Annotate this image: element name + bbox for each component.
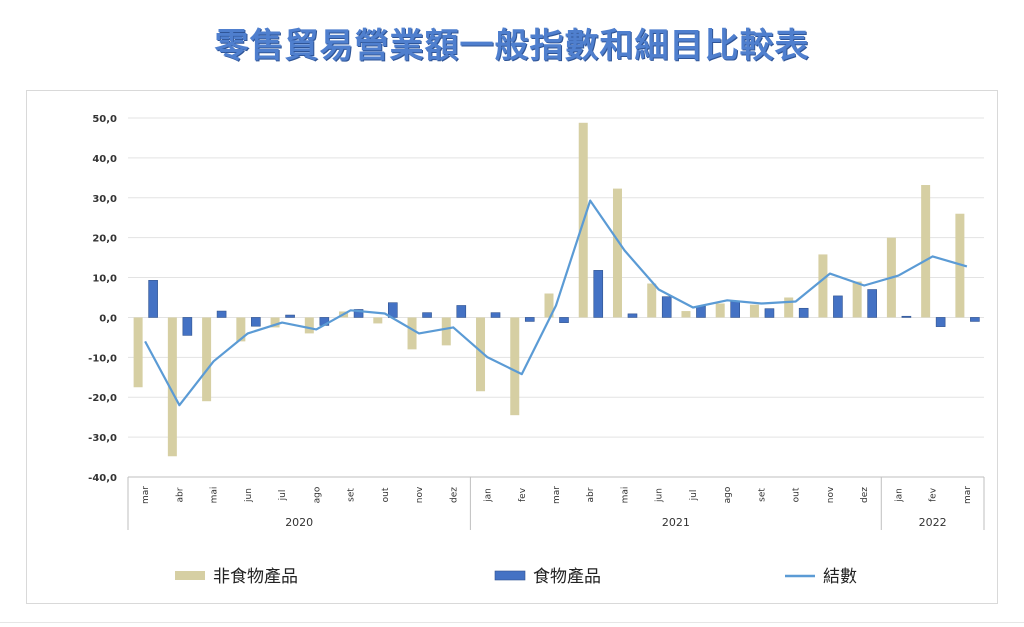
bar-food	[970, 317, 980, 322]
legend: 非食物產品 食物產品 結數	[175, 567, 857, 587]
bar-non-food	[202, 317, 212, 402]
bar-non-food	[921, 185, 931, 318]
year-label: 2020	[285, 516, 313, 529]
bar-food	[285, 314, 295, 318]
x-tick-label: abr	[175, 487, 185, 502]
bar-non-food	[476, 317, 486, 392]
x-tick-label: out	[381, 487, 391, 502]
x-tick-label: set	[757, 488, 767, 502]
bar-non-food	[715, 303, 725, 318]
bar-food	[182, 317, 193, 336]
bar-food	[490, 312, 501, 318]
bar-food	[730, 301, 741, 318]
x-tick-label: jul	[689, 490, 699, 502]
bar-food	[593, 270, 604, 318]
bar-non-food	[441, 317, 451, 346]
page-divider	[0, 622, 1024, 623]
bar-non-food	[681, 311, 691, 318]
legend-label: 非食物產品	[213, 567, 298, 587]
bar-food	[798, 307, 809, 318]
bar-food	[833, 295, 843, 318]
x-tick-label: fev	[929, 487, 939, 502]
bar-food	[696, 305, 706, 318]
bar-food	[764, 308, 775, 318]
y-tick-label: 0,0	[99, 313, 117, 324]
bar-non-food	[270, 317, 280, 328]
x-tick-label: nov	[415, 486, 425, 503]
line-series	[144, 199, 968, 407]
y-tick-label: 10,0	[92, 274, 117, 285]
x-tick-label: jun	[655, 488, 665, 503]
x-tick-label: mar	[552, 486, 562, 504]
y-tick-label: 20,0	[92, 234, 117, 245]
bar-non-food	[133, 317, 143, 388]
bar-food	[524, 317, 535, 322]
x-tick-label: dez	[449, 487, 459, 503]
x-tick-label: out	[792, 487, 802, 502]
bar-non-food	[818, 254, 828, 318]
x-tick-label: mai	[620, 487, 630, 504]
y-tick-label: -30,0	[88, 433, 117, 444]
x-tick-label: fev	[518, 487, 528, 502]
bar-food	[867, 289, 877, 318]
bar-marks	[133, 122, 980, 457]
x-tick-label: ago	[723, 486, 733, 503]
x-tick-label: jan	[484, 488, 494, 503]
bar-non-food	[749, 304, 759, 318]
x-tick-label: set	[347, 488, 357, 502]
y-tick-label: 30,0	[92, 194, 117, 205]
bar-food	[627, 313, 638, 318]
bar-non-food	[407, 317, 417, 350]
year-label: 2022	[919, 516, 947, 529]
bar-food	[422, 312, 432, 318]
bar-food	[251, 317, 261, 327]
bar-food	[148, 280, 158, 318]
x-tick-label: mar	[141, 486, 151, 504]
bar-non-food	[304, 317, 314, 334]
bar-non-food	[544, 293, 554, 318]
x-tick-label: ago	[312, 486, 322, 503]
y-tick-label: 50,0	[92, 114, 117, 125]
line-total	[144, 199, 968, 407]
bar-non-food	[852, 281, 862, 318]
bar-non-food	[784, 297, 794, 318]
bar-food	[456, 305, 467, 318]
x-axis: mar abr mai jun jul ago set out nov dez jan fev mar a…	[127, 476, 985, 530]
y-tick-label: -20,0	[88, 393, 117, 404]
x-tick-label: mai	[210, 487, 220, 504]
x-tick-label: dez	[860, 487, 870, 503]
year-label: 2021	[662, 516, 690, 529]
chart-frame	[26, 90, 998, 604]
bar-food	[216, 310, 227, 318]
y-tick-label: -40,0	[88, 473, 117, 484]
y-axis: 50,0 40,0 30,0 20,0 10,0 0,0 -10,0 -20,0 -30,0 -4…	[88, 114, 117, 484]
y-tick-label: -10,0	[88, 353, 117, 364]
x-tick-label: abr	[586, 487, 596, 502]
chart-title: 零售貿易營業額一般指數和細目比較表	[214, 26, 810, 66]
legend-swatch	[175, 571, 205, 580]
x-tick-label: mar	[963, 486, 973, 504]
bar-non-food	[955, 213, 965, 318]
x-tick-label: jun	[244, 488, 254, 503]
x-tick-label: jul	[278, 490, 288, 502]
legend-swatch	[494, 570, 526, 581]
bar-non-food	[373, 317, 383, 324]
bar-non-food	[510, 317, 520, 416]
bar-non-food	[167, 317, 177, 457]
bar-food	[935, 317, 946, 327]
bar-food	[559, 317, 569, 323]
bar-non-food	[612, 188, 622, 318]
bar-food	[901, 315, 912, 318]
bar-food	[353, 309, 364, 318]
x-tick-label: nov	[826, 486, 836, 503]
y-tick-label: 40,0	[92, 154, 117, 165]
bar-food	[661, 296, 672, 318]
legend-label: 結數	[823, 567, 857, 587]
x-tick-label: jan	[894, 488, 904, 503]
bar-non-food	[647, 283, 657, 318]
legend-label: 食物產品	[533, 567, 601, 587]
bar-non-food	[236, 317, 246, 342]
